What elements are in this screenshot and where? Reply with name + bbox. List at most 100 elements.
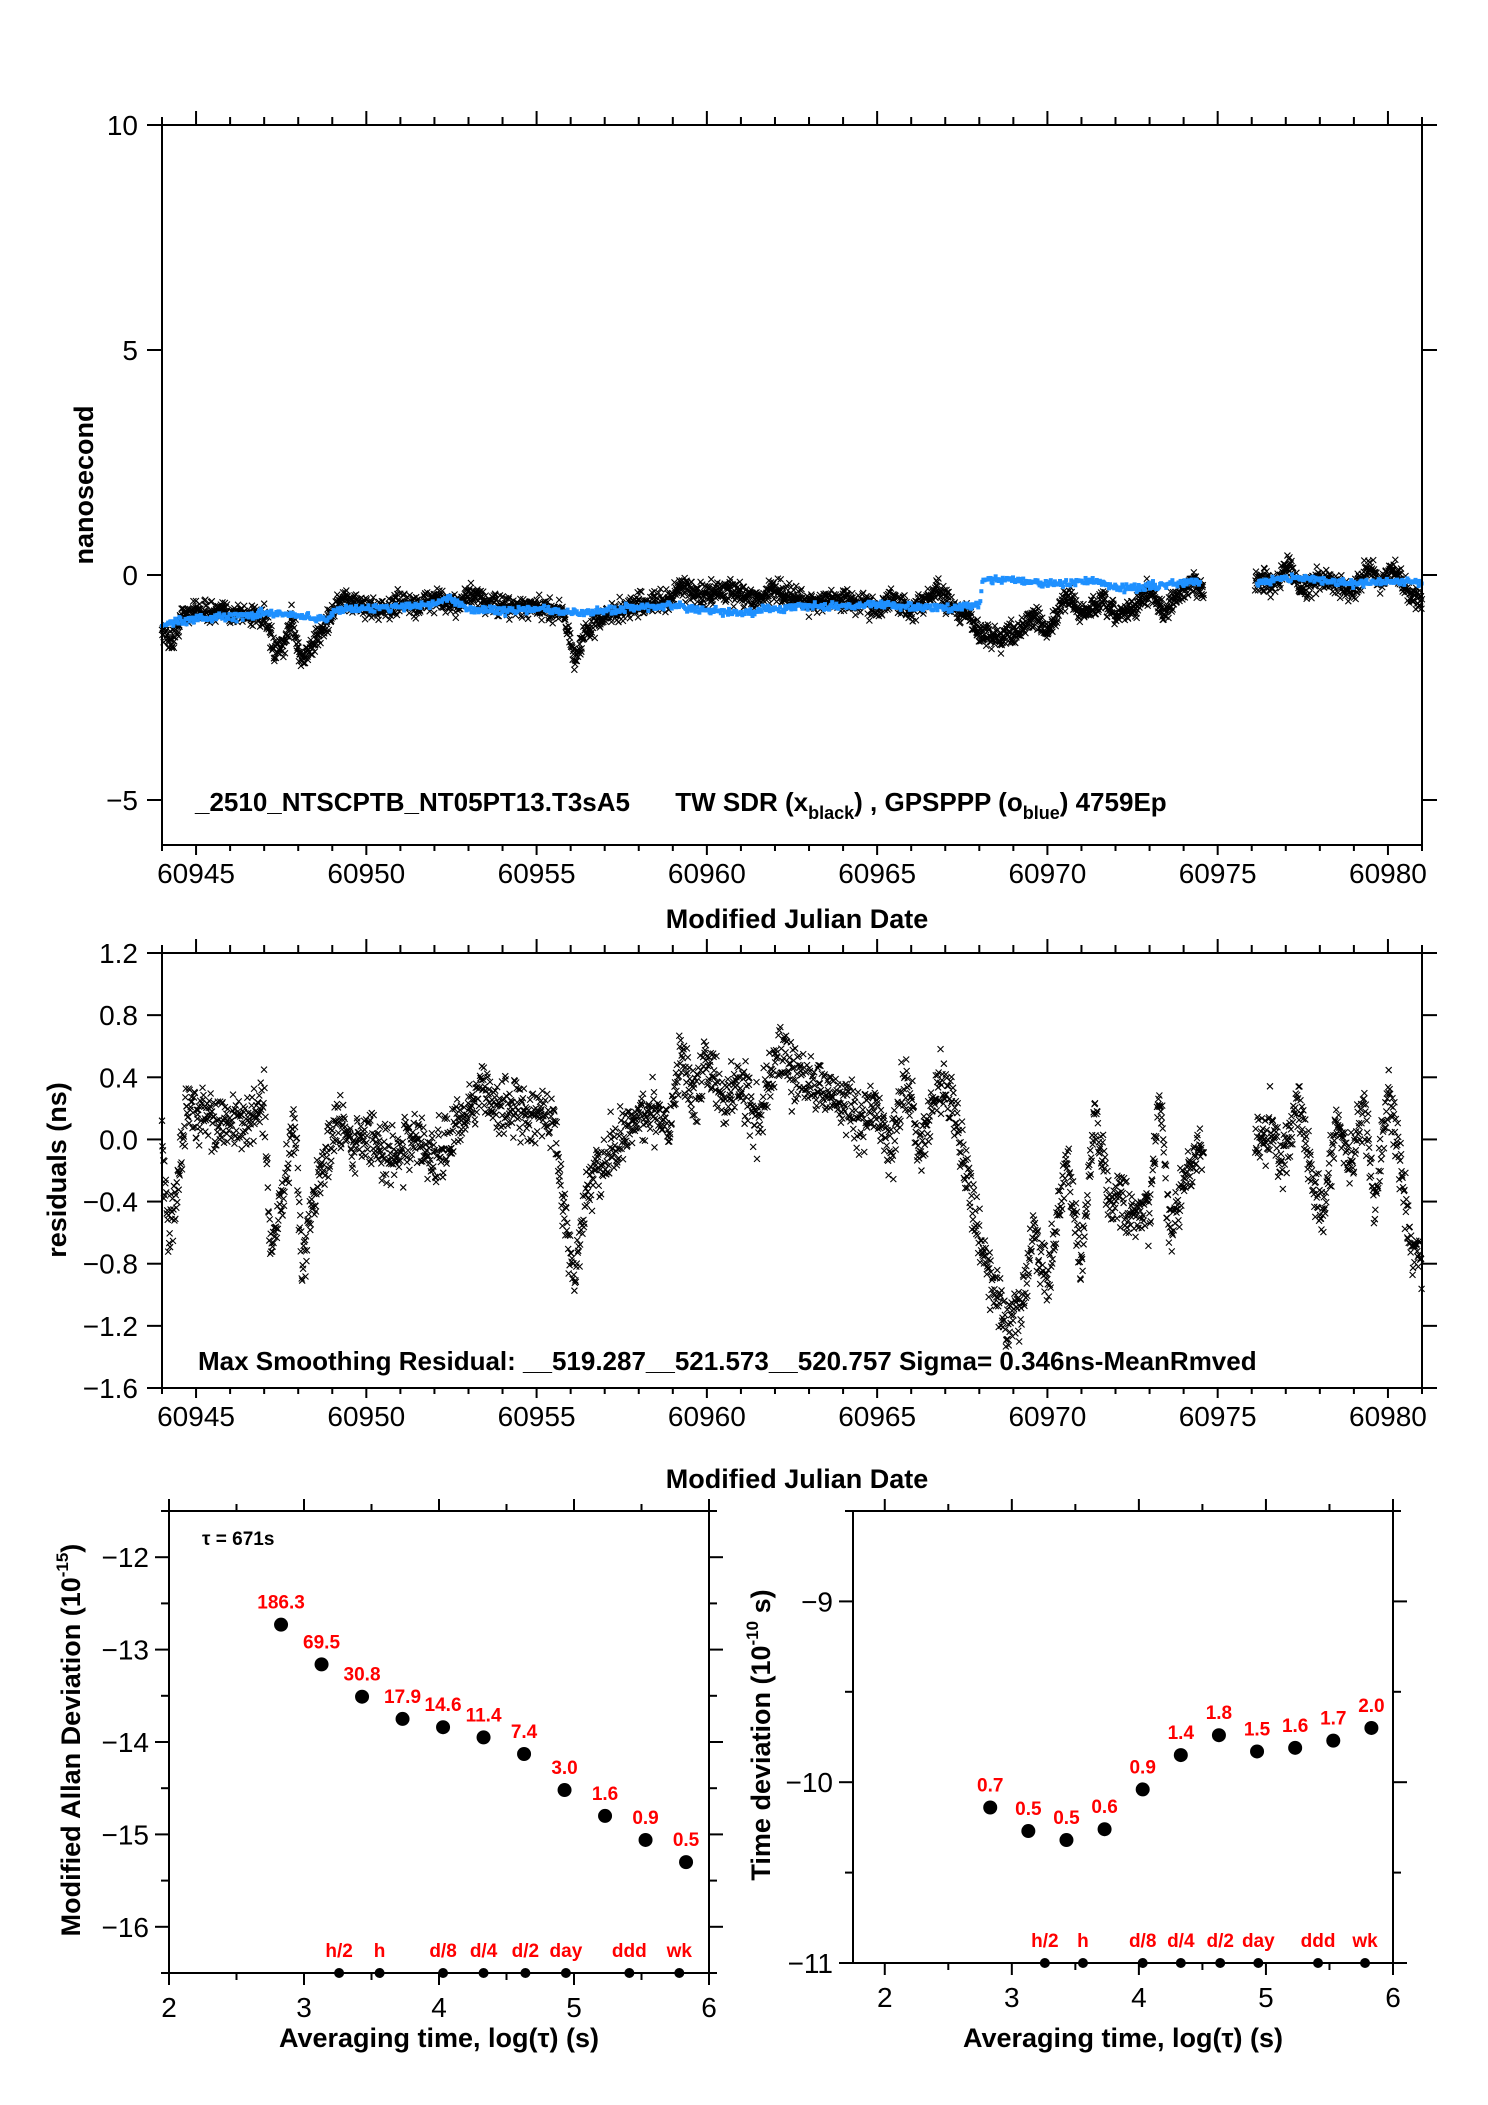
- residual-point: [506, 1090, 513, 1098]
- residual-point: [399, 1184, 407, 1191]
- tw-sdr-point: [655, 589, 662, 597]
- residual-point: [435, 1111, 443, 1119]
- gpsppp-point: [366, 603, 371, 608]
- residual-point: [361, 1126, 369, 1134]
- tw-sdr-point: [1035, 605, 1042, 612]
- tw-sdr-point: [313, 637, 321, 644]
- residual-point: [204, 1132, 212, 1139]
- residual-point: [201, 1128, 209, 1135]
- tw-sdr-point: [585, 622, 593, 630]
- tw-sdr-point: [1313, 563, 1321, 571]
- tw-sdr-point: [260, 600, 268, 608]
- tw-sdr-point: [505, 616, 513, 623]
- residual-point: [363, 1132, 371, 1139]
- residual-point: [363, 1139, 370, 1146]
- tw-sdr-point: [251, 603, 259, 611]
- tw-sdr-point: [616, 593, 624, 601]
- gpsppp-point: [812, 600, 817, 605]
- residual-point: [181, 1093, 189, 1101]
- tw-sdr-point: [868, 610, 876, 618]
- gpsppp-point: [976, 605, 981, 610]
- gpsppp-point: [608, 604, 613, 609]
- gpsppp-point: [388, 608, 393, 613]
- gpsppp-point: [1170, 578, 1175, 583]
- gpsppp-point: [1150, 579, 1155, 584]
- gpsppp-point: [1361, 584, 1366, 589]
- residual-point: [279, 1212, 287, 1219]
- residual-point: [406, 1166, 413, 1174]
- tw-sdr-point: [452, 614, 460, 622]
- time-series-xlabel: Modified Julian Date: [666, 904, 929, 934]
- tw-sdr-point: [566, 629, 574, 637]
- gpsppp-point: [1197, 579, 1202, 584]
- residual-point: [296, 1211, 304, 1219]
- gpsppp-point: [661, 607, 666, 612]
- tw-sdr-point: [412, 614, 420, 622]
- tw-sdr-point: [533, 596, 541, 604]
- gpsppp-point: [306, 611, 311, 616]
- tw-sdr-point: [559, 603, 566, 611]
- tw-sdr-point: [785, 579, 793, 587]
- annotation-run-id: _2510_NTSCPTB_NT05PT13.T3sA5: [194, 787, 630, 817]
- gpsppp-point: [330, 613, 335, 618]
- residual-point: [418, 1114, 426, 1122]
- tw-sdr-point: [688, 578, 695, 586]
- tw-sdr-point: [1391, 556, 1399, 564]
- tw-sdr-point: [833, 593, 841, 601]
- residual-point: [199, 1084, 206, 1092]
- gpsppp-point: [234, 619, 239, 624]
- tw-sdr-point: [270, 634, 277, 642]
- residual-point: [224, 1105, 232, 1113]
- tw-sdr-point: [170, 644, 178, 652]
- residual-point: [294, 1191, 302, 1198]
- tw-sdr-point: [538, 616, 546, 624]
- residual-point: [432, 1178, 440, 1186]
- time-series-plot-frame: [161, 124, 1423, 846]
- residual-point: [512, 1103, 520, 1111]
- residual-point: [274, 1217, 282, 1224]
- gpsppp-point: [217, 611, 222, 616]
- residual-point: [263, 1160, 271, 1168]
- tw-sdr-point: [369, 594, 377, 601]
- tw-sdr-point: [342, 587, 350, 594]
- residual-point: [291, 1123, 299, 1131]
- gpsppp-point: [908, 601, 913, 606]
- tw-sdr-point: [1312, 590, 1320, 598]
- gpsppp-point: [713, 604, 718, 609]
- tw-sdr-point: [634, 613, 642, 621]
- residual-point: [367, 1160, 375, 1168]
- tw-sdr-point: [651, 587, 658, 595]
- tw-sdr-point: [843, 585, 851, 593]
- tw-sdr-point: [573, 657, 581, 665]
- residual-point: [290, 1149, 298, 1157]
- tw-sdr-point: [901, 592, 908, 599]
- tw-sdr-point: [821, 592, 829, 600]
- tw-sdr-point: [438, 587, 446, 595]
- gpsppp-point: [1175, 584, 1180, 589]
- tw-sdr-point: [293, 635, 301, 642]
- x-tick-label: 60965: [838, 858, 916, 889]
- tw-sdr-point: [798, 585, 805, 593]
- tw-sdr-point: [777, 575, 785, 583]
- tw-sdr-point: [279, 653, 287, 661]
- gpsppp-point: [793, 607, 798, 612]
- residual-point: [172, 1204, 180, 1212]
- residual-point: [231, 1140, 238, 1148]
- gpsppp-point: [372, 609, 377, 614]
- tw-sdr-point: [479, 588, 487, 596]
- residual-point: [212, 1141, 219, 1149]
- residual-point: [294, 1164, 302, 1172]
- gpsppp-point: [622, 610, 627, 615]
- annotation-series-1: TW SDR (x: [675, 787, 808, 817]
- tw-sdr-point: [268, 622, 275, 630]
- residual-point: [401, 1113, 409, 1121]
- gpsppp-point: [990, 581, 995, 586]
- annotation-series-2: ) , GPSPPP (o: [854, 787, 1023, 817]
- residual-point: [259, 1130, 266, 1138]
- tw-sdr-point: [578, 644, 586, 652]
- tw-sdr-point: [295, 639, 302, 646]
- residual-point: [331, 1104, 338, 1111]
- tw-sdr-point: [1336, 594, 1344, 602]
- residual-point: [389, 1132, 397, 1140]
